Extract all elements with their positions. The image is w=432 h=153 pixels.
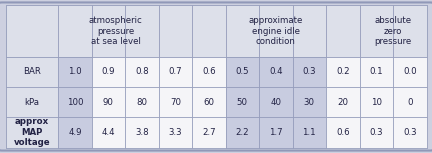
Text: 0.9: 0.9 [102,67,115,76]
Text: 0.2: 0.2 [336,67,349,76]
Text: 50: 50 [237,98,248,106]
Text: 4.4: 4.4 [102,128,115,137]
Text: 0.5: 0.5 [235,67,249,76]
Text: 4.9: 4.9 [68,128,82,137]
Text: kPa: kPa [24,98,39,106]
Text: 2.7: 2.7 [202,128,216,137]
Text: atmospheric
pressure
at sea level: atmospheric pressure at sea level [89,16,143,46]
Text: 3.8: 3.8 [135,128,149,137]
Text: 60: 60 [203,98,214,106]
Text: 1.1: 1.1 [302,128,316,137]
Text: 20: 20 [337,98,348,106]
Text: 0.3: 0.3 [403,128,416,137]
Text: 0.3: 0.3 [302,67,316,76]
Text: 0.8: 0.8 [135,67,149,76]
Text: 40: 40 [270,98,281,106]
Text: BAR: BAR [23,67,41,76]
Text: approx
MAP
voltage: approx MAP voltage [13,118,50,147]
Text: approximate
engine idle
condition: approximate engine idle condition [248,16,303,46]
Text: 3.3: 3.3 [168,128,182,137]
Text: 80: 80 [137,98,147,106]
Text: 0.0: 0.0 [403,67,416,76]
Text: 2.2: 2.2 [235,128,249,137]
Text: 1.7: 1.7 [269,128,283,137]
Text: 0.6: 0.6 [336,128,349,137]
Text: absolute
zero
pressure: absolute zero pressure [375,16,412,46]
Text: 70: 70 [170,98,181,106]
Text: 100: 100 [67,98,83,106]
Text: 10: 10 [371,98,382,106]
Text: 0.3: 0.3 [369,128,383,137]
Text: 1.0: 1.0 [68,67,82,76]
Text: 0.4: 0.4 [269,67,283,76]
Text: 0.6: 0.6 [202,67,216,76]
Text: 90: 90 [103,98,114,106]
Text: 0: 0 [407,98,413,106]
Text: 0.1: 0.1 [369,67,383,76]
Text: 0.7: 0.7 [168,67,182,76]
Text: 30: 30 [304,98,315,106]
